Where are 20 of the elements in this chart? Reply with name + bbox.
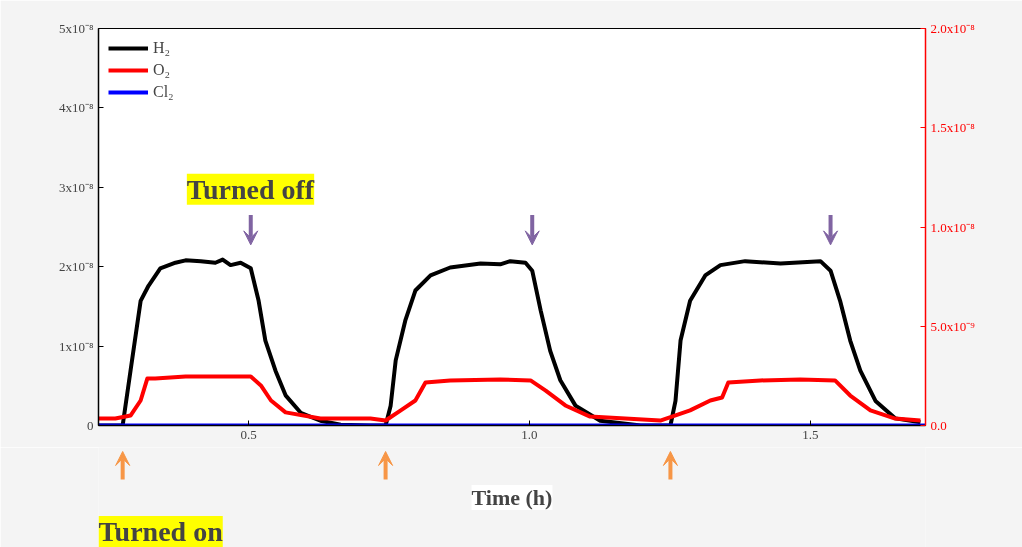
y-tick-label: 1x10⁻⁸ (58, 338, 94, 354)
y2-tick-label: 2.0x10⁻⁸ (930, 21, 976, 36)
x-tick-label: 1.5 (802, 426, 819, 442)
y2-tick-label: 5.0x10⁻⁹ (930, 318, 976, 334)
y-tick-label: 3x10⁻⁸ (58, 179, 94, 195)
y-tick-label: 5x10⁻⁸ (58, 21, 94, 36)
x-tick-label: 0.5 (240, 426, 257, 442)
y2-tick-label: 1.5x10⁻⁸ (930, 120, 976, 136)
y-tick-label: 0 (87, 418, 94, 433)
x-axis-title: Time (h) (471, 485, 553, 510)
legend-label: H₂ (153, 39, 172, 57)
y2-tick-label: 0.0 (930, 418, 947, 433)
legend-label: O₂ (153, 61, 172, 79)
y2-tick-label: 1.0x10⁻⁸ (930, 219, 976, 235)
y-tick-label: 2x10⁻⁸ (58, 259, 94, 275)
y-tick-label: 4x10⁻⁸ (58, 100, 94, 116)
text: Turned on (98, 516, 224, 547)
x-tick-label: 1.0 (521, 426, 538, 442)
legend-label: Cl₂ (153, 83, 174, 101)
line-series (98, 374, 923, 423)
